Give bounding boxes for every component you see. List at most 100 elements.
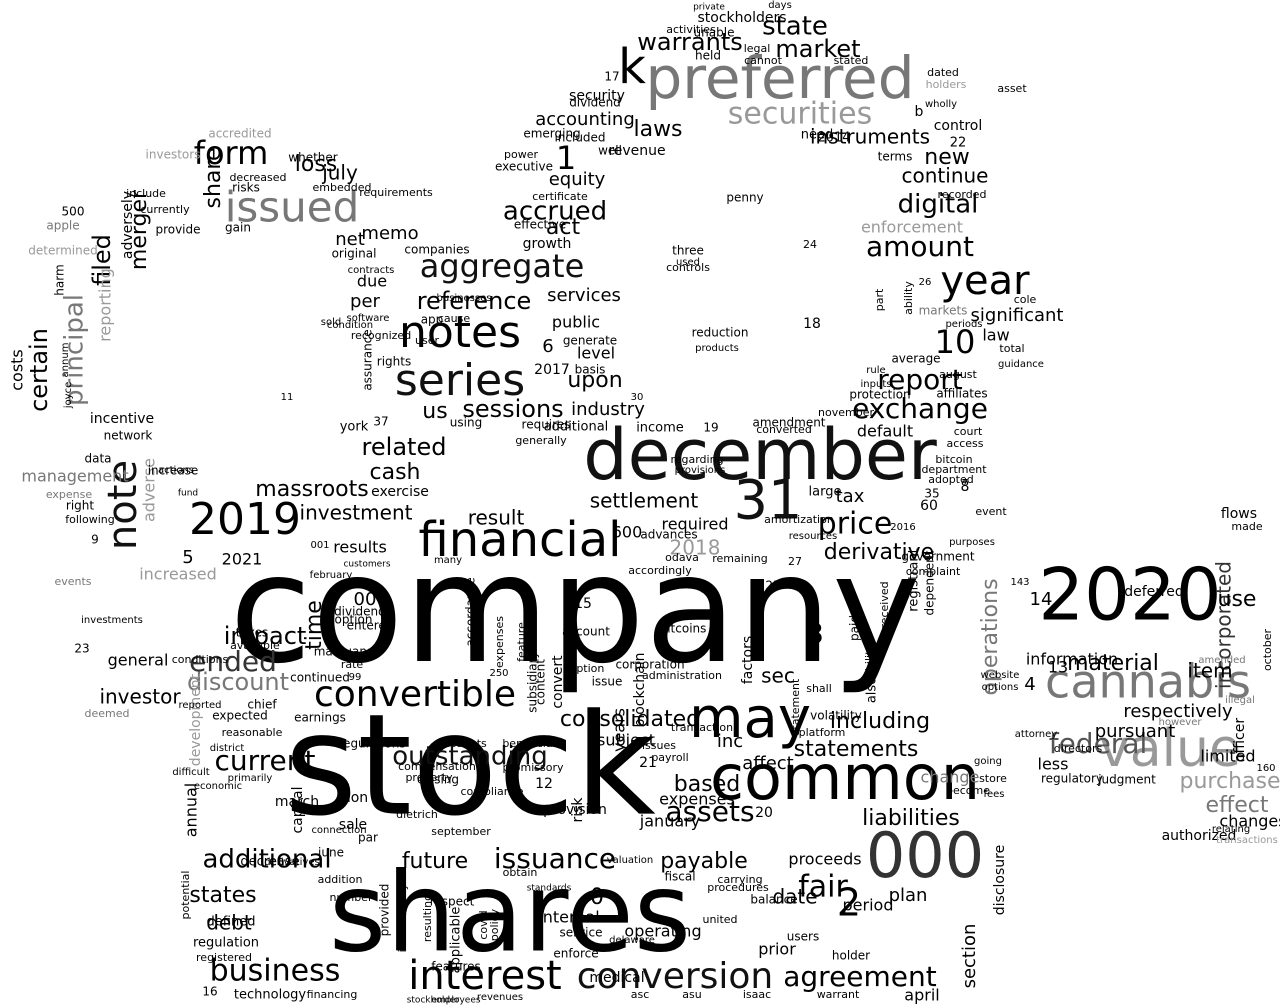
cloud-word: period <box>843 896 894 915</box>
cloud-word: issues <box>642 739 676 752</box>
cloud-word: 000 <box>866 819 984 892</box>
cloud-word: increase <box>148 464 199 478</box>
cloud-word: taxes <box>236 626 268 640</box>
cloud-word: balance <box>750 893 797 907</box>
cloud-word: obtain <box>503 866 538 879</box>
cloud-word: potential <box>179 871 192 920</box>
cloud-word: many <box>434 555 462 566</box>
cloud-word: dated <box>927 66 959 79</box>
cloud-word: entered <box>347 619 394 633</box>
cloud-word: form <box>194 134 269 172</box>
cloud-word: made <box>1231 520 1262 533</box>
cloud-word: expected <box>212 709 268 723</box>
word-cloud-words: companystocksharesdecember2020commonpref… <box>8 0 1280 1005</box>
cloud-word: series <box>395 355 525 406</box>
cloud-word: 00 <box>354 589 377 610</box>
cloud-word: connection <box>311 825 366 836</box>
cloud-word: accrued <box>503 197 607 227</box>
cloud-word: emerging <box>523 127 580 141</box>
cloud-word: december <box>583 414 937 496</box>
cloud-word: changes <box>1219 812 1280 831</box>
cloud-word: 2019 <box>189 494 301 545</box>
cloud-word: result <box>468 506 525 530</box>
cloud-word: based <box>674 772 740 797</box>
cloud-word: company <box>229 523 920 697</box>
cloud-word: per <box>350 291 381 312</box>
cloud-word: outstanding <box>392 742 547 772</box>
cloud-word: growth <box>523 236 572 252</box>
cloud-word: value <box>1099 719 1241 779</box>
cloud-word: income <box>636 421 684 436</box>
cloud-word: market <box>775 35 860 63</box>
cloud-word: also <box>865 677 880 703</box>
cloud-word: user <box>415 334 439 347</box>
cloud-word: 21 <box>639 755 657 771</box>
cloud-word: promissory <box>503 761 564 774</box>
cloud-word: stockholders <box>697 10 786 26</box>
cloud-word: stockholder <box>407 996 460 1005</box>
cloud-word: notes <box>399 307 521 358</box>
cloud-word: reported <box>178 700 221 711</box>
cloud-word: shares <box>329 848 691 976</box>
cloud-word: advances <box>640 528 697 542</box>
cloud-word: deemed <box>85 707 130 720</box>
cloud-word: included <box>554 131 605 145</box>
cloud-word: 18 <box>803 316 821 332</box>
cloud-word: current <box>214 744 315 777</box>
cloud-word: reference <box>417 287 532 315</box>
cloud-word: companies <box>404 243 469 257</box>
cloud-word: settlement <box>590 489 699 513</box>
cloud-word: requires <box>522 418 571 432</box>
cloud-word: blockchain <box>632 652 648 727</box>
cloud-word: procedures <box>707 881 769 894</box>
cloud-word: respectively <box>1123 701 1233 722</box>
cloud-word: cause <box>438 312 470 325</box>
cloud-word: significant <box>971 305 1064 326</box>
cloud-word: state <box>762 12 828 42</box>
cloud-word: warrant <box>817 988 860 1001</box>
cloud-word: capital <box>290 786 306 833</box>
cloud-word: 20 <box>755 805 773 821</box>
cloud-word: incentive <box>90 411 154 427</box>
cloud-word: provisions <box>675 465 726 476</box>
cloud-word: default <box>857 422 913 441</box>
cloud-word: assurance <box>361 329 375 390</box>
cloud-word: carrying <box>717 873 762 886</box>
cloud-word: august <box>939 368 977 381</box>
cloud-word: filed <box>88 234 116 286</box>
cloud-word: legal <box>744 42 771 55</box>
cloud-word: 60 <box>920 498 938 514</box>
cloud-word: pursuant <box>1095 721 1176 742</box>
cloud-word: standards <box>527 884 572 894</box>
cloud-word: expenses <box>659 790 735 809</box>
cloud-word: use <box>1218 587 1257 612</box>
cloud-word: volatility <box>810 709 862 723</box>
cloud-word: april <box>904 986 939 1005</box>
cloud-word: 2018 <box>670 536 721 560</box>
cloud-word: subject <box>597 731 655 750</box>
cloud-word: total <box>999 342 1024 355</box>
cloud-word: amendment <box>752 416 825 430</box>
cloud-word: states <box>189 883 256 908</box>
cloud-word: 2020 <box>1038 553 1221 637</box>
cloud-word: access <box>946 437 983 450</box>
cloud-word: risks <box>232 181 260 195</box>
cloud-word: difficult <box>172 767 209 778</box>
cloud-word: 3 <box>806 617 824 650</box>
cloud-word: inputs <box>861 379 892 390</box>
cloud-word: new <box>924 145 969 170</box>
cloud-word: earnings <box>294 711 346 725</box>
cloud-word: rights <box>377 355 411 369</box>
cloud-word: regulations <box>338 737 405 751</box>
cloud-word: event <box>975 505 1007 518</box>
cloud-word: employees <box>431 996 480 1005</box>
cloud-word: large <box>809 485 842 500</box>
cloud-word: defined <box>207 915 256 930</box>
cloud-word: 1 <box>556 139 576 177</box>
cloud-word: markets <box>919 304 968 318</box>
cloud-word: recorded <box>938 188 987 201</box>
cloud-word: business <box>210 954 341 989</box>
cloud-word: november <box>818 406 874 419</box>
cloud-word: 16 <box>202 985 217 999</box>
cloud-word: data <box>84 452 111 466</box>
